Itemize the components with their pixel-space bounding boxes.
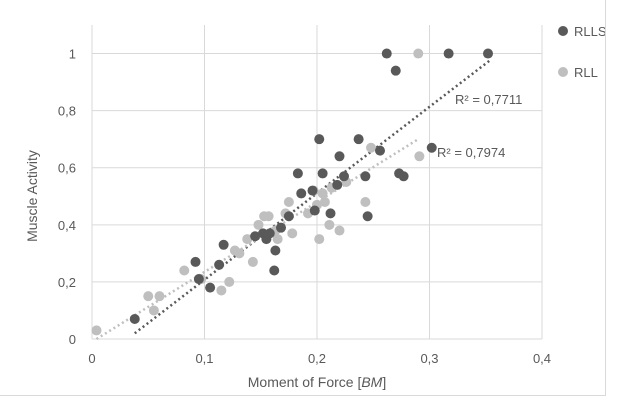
data-point-rll [247, 256, 258, 267]
data-point-rll [283, 196, 294, 207]
x-tick-label: 0,1 [195, 351, 213, 366]
data-point-rll [179, 265, 190, 276]
data-point-rlls [218, 239, 229, 250]
data-point-rlls [339, 171, 349, 182]
y-tick-label: 0,8 [58, 104, 76, 119]
data-point-rll [287, 228, 298, 239]
y-axis-title: Muscle Activity [24, 150, 40, 242]
data-point-rll [154, 291, 165, 302]
data-point-rll [272, 234, 283, 245]
data-point-rll [324, 219, 335, 230]
data-point-rlls [443, 48, 454, 59]
chart-frame: 0 0,1 0,2 0,3 0,4 0 0,2 0,4 0,6 0,8 1 R² = 0,7711… [0, 0, 607, 396]
data-point-rll [234, 248, 245, 259]
data-point-rll [413, 48, 424, 59]
data-point-rll [143, 291, 154, 302]
data-point-rlls [190, 256, 201, 267]
data-point-rll [263, 211, 274, 222]
data-point-rlls [317, 168, 328, 179]
data-point-rll [360, 196, 371, 207]
x-tick-label: 0,3 [420, 351, 438, 366]
data-point-rlls [325, 208, 336, 219]
data-point-rlls [314, 134, 325, 145]
data-point-rlls [426, 142, 437, 153]
y-tick-label: 0,2 [58, 275, 76, 290]
data-point-rll [319, 196, 330, 207]
r2-labels: R² = 0,7711 R² = 0,7974 [437, 92, 522, 160]
data-point-rlls [398, 171, 409, 182]
data-point-rlls [353, 134, 364, 145]
data-point-rlls [193, 274, 204, 285]
data-point-rlls [309, 205, 320, 216]
legend-item-rll: RLL [558, 65, 598, 80]
legend-marker-rlls [558, 26, 568, 36]
data-point-rlls [381, 48, 392, 59]
data-point-rlls [483, 48, 493, 59]
data-point-rlls [269, 265, 280, 276]
x-tick-label: 0,4 [533, 351, 551, 366]
data-point-rll [216, 285, 227, 296]
r2-label-rll: R² = 0,7974 [437, 145, 505, 160]
x-axis-title-text: Moment of Force [ [248, 374, 362, 390]
data-point-rlls [334, 151, 345, 162]
data-point-rlls [296, 188, 307, 199]
data-point-rlls [332, 179, 343, 190]
x-axis-title: Moment of Force [BM] [248, 374, 386, 390]
data-points [91, 48, 493, 336]
r2-label-rlls: R² = 0,7711 [455, 92, 522, 107]
data-point-rll [148, 305, 159, 316]
data-point-rll [334, 225, 345, 236]
data-point-rll [253, 219, 264, 230]
data-point-rll [366, 142, 376, 153]
data-point-rlls [360, 171, 371, 182]
data-point-rlls [375, 145, 385, 156]
data-point-rlls [362, 211, 373, 222]
data-point-rll [314, 234, 325, 245]
data-point-rll [414, 151, 425, 162]
x-axis-title-unit: BM [361, 374, 382, 390]
trendline-rlls [133, 58, 493, 335]
legend-label-rll: RLL [574, 65, 598, 80]
data-point-rlls [292, 168, 303, 179]
scatter-chart: 0 0,1 0,2 0,3 0,4 0 0,2 0,4 0,6 0,8 1 R² = 0,7711… [24, 24, 607, 390]
data-point-rlls [264, 228, 275, 239]
data-point-rlls [214, 259, 225, 270]
y-tick-labels: 0 0,2 0,4 0,6 0,8 1 [58, 47, 76, 347]
data-point-rlls [276, 222, 286, 233]
data-point-rlls [270, 245, 281, 256]
gridlines [91, 25, 543, 340]
legend-item-rlls: RLLS [558, 24, 607, 39]
x-tick-labels: 0 0,1 0,2 0,3 0,4 [88, 351, 551, 366]
x-tick-label: 0 [88, 351, 95, 366]
legend-marker-rll [558, 67, 568, 77]
legend: RLLS RLL [558, 24, 607, 80]
data-point-rlls [283, 211, 294, 222]
y-tick-label: 1 [69, 47, 76, 62]
y-tick-label: 0,6 [58, 161, 76, 176]
x-tick-label: 0,2 [308, 351, 326, 366]
y-tick-label: 0 [69, 332, 76, 347]
data-point-rlls [205, 282, 216, 293]
data-point-rlls [129, 314, 140, 325]
data-point-rll [317, 188, 328, 199]
data-point-rlls [307, 185, 318, 196]
data-point-rlls [250, 231, 261, 242]
data-point-rll [242, 234, 253, 245]
data-point-rlls [390, 65, 401, 76]
data-point-rll [91, 325, 102, 336]
data-point-rll [224, 276, 235, 287]
x-axis-title-bracket: ] [382, 374, 386, 390]
y-tick-label: 0,4 [58, 218, 76, 233]
legend-label-rlls: RLLS [574, 24, 605, 39]
